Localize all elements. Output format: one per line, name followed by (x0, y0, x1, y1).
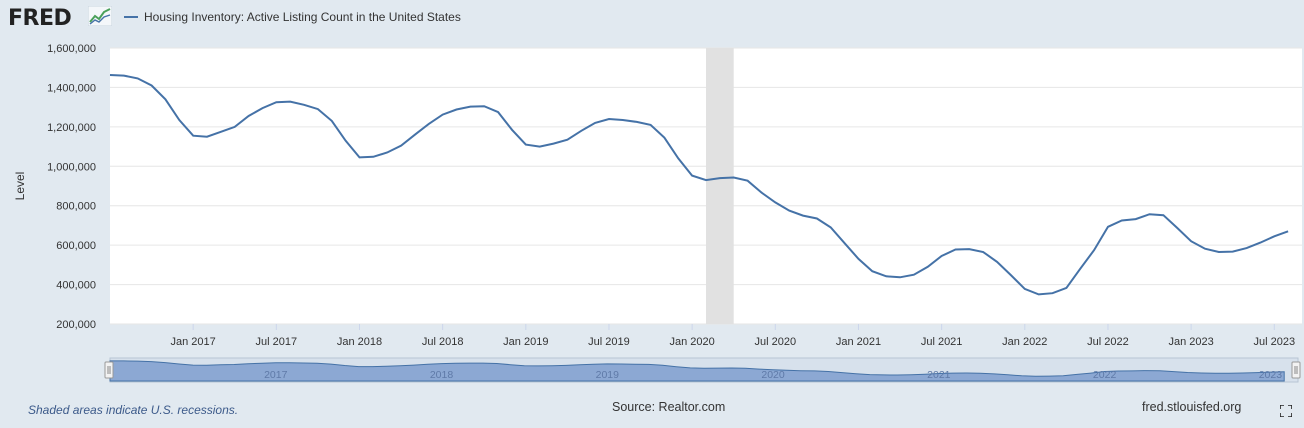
x-tick-label: Jul 2023 (1253, 336, 1295, 348)
x-tick-label: Jan 2020 (670, 336, 715, 348)
x-tick-label: Jan 2022 (1002, 336, 1047, 348)
navigator-year-label: 2021 (927, 369, 951, 381)
recession-shading (706, 48, 734, 324)
navigator-right-handle[interactable] (1291, 361, 1301, 379)
navigator-year-label: 2023 (1259, 369, 1283, 381)
x-tick-label: Jan 2021 (836, 336, 881, 348)
navigator-left-handle[interactable] (104, 361, 114, 379)
y-tick-label: 1,000,000 (47, 161, 96, 173)
series-line[interactable] (109, 74, 1289, 296)
trend-chart-icon (88, 6, 112, 26)
x-tick-label: Jul 2017 (256, 336, 298, 348)
site-link[interactable]: fred.stlouisfed.org (1142, 400, 1242, 414)
recession-note: Shaded areas indicate U.S. recessions. (28, 403, 239, 417)
fullscreen-icon[interactable] (1280, 405, 1292, 417)
navigator-year-labels: 2017 2018 2019 2020 2021 2022 2023 (264, 369, 1282, 381)
y-tick-label: 1,200,000 (47, 122, 96, 134)
x-tick-label: Jan 2017 (171, 336, 216, 348)
legend[interactable]: Housing Inventory: Active Listing Count … (124, 10, 461, 24)
y-tick-label: 400,000 (56, 280, 96, 292)
navigator-year-label: 2022 (1093, 369, 1117, 381)
x-tick-label: Jul 2022 (1087, 336, 1129, 348)
x-tick-label: Jan 2018 (337, 336, 382, 348)
y-axis-label: Level (13, 172, 27, 201)
x-axis-ticks: Jan 2017 Jul 2017 Jan 2018 Jul 2018 Jan 2019… (171, 324, 1295, 348)
y-tick-label: 800,000 (56, 201, 96, 213)
y-tick-label: 200,000 (56, 319, 96, 331)
navigator-year-label: 2018 (430, 369, 454, 381)
navigator-year-label: 2020 (761, 369, 785, 381)
x-tick-label: Jan 2019 (503, 336, 548, 348)
navigator-area (109, 360, 1285, 382)
fred-logo[interactable]: FRED (8, 6, 72, 31)
navigator-year-label: 2019 (596, 369, 620, 381)
y-tick-label: 1,400,000 (47, 82, 96, 94)
x-tick-label: Jan 2023 (1168, 336, 1213, 348)
x-tick-label: Jul 2021 (921, 336, 963, 348)
recession-band (706, 48, 734, 324)
navigator[interactable]: 2017 2018 2019 2020 2021 2022 2023 (104, 357, 1301, 383)
source-text: Source: Realtor.com (612, 400, 726, 414)
x-tick-label: Jul 2019 (588, 336, 630, 348)
x-tick-label: Jul 2020 (755, 336, 797, 348)
legend-swatch (124, 16, 138, 18)
y-tick-label: 1,600,000 (47, 43, 96, 55)
y-axis-ticks: 200,000 400,000 600,000 800,000 1,000,000 1,2… (47, 43, 96, 331)
navigator-year-label: 2017 (264, 369, 288, 381)
x-tick-label: Jul 2018 (422, 336, 464, 348)
legend-series-title: Housing Inventory: Active Listing Count … (144, 10, 461, 24)
chart-header: FRED Housing Inventory: Active Listing C… (0, 0, 1304, 40)
y-tick-label: 600,000 (56, 240, 96, 252)
